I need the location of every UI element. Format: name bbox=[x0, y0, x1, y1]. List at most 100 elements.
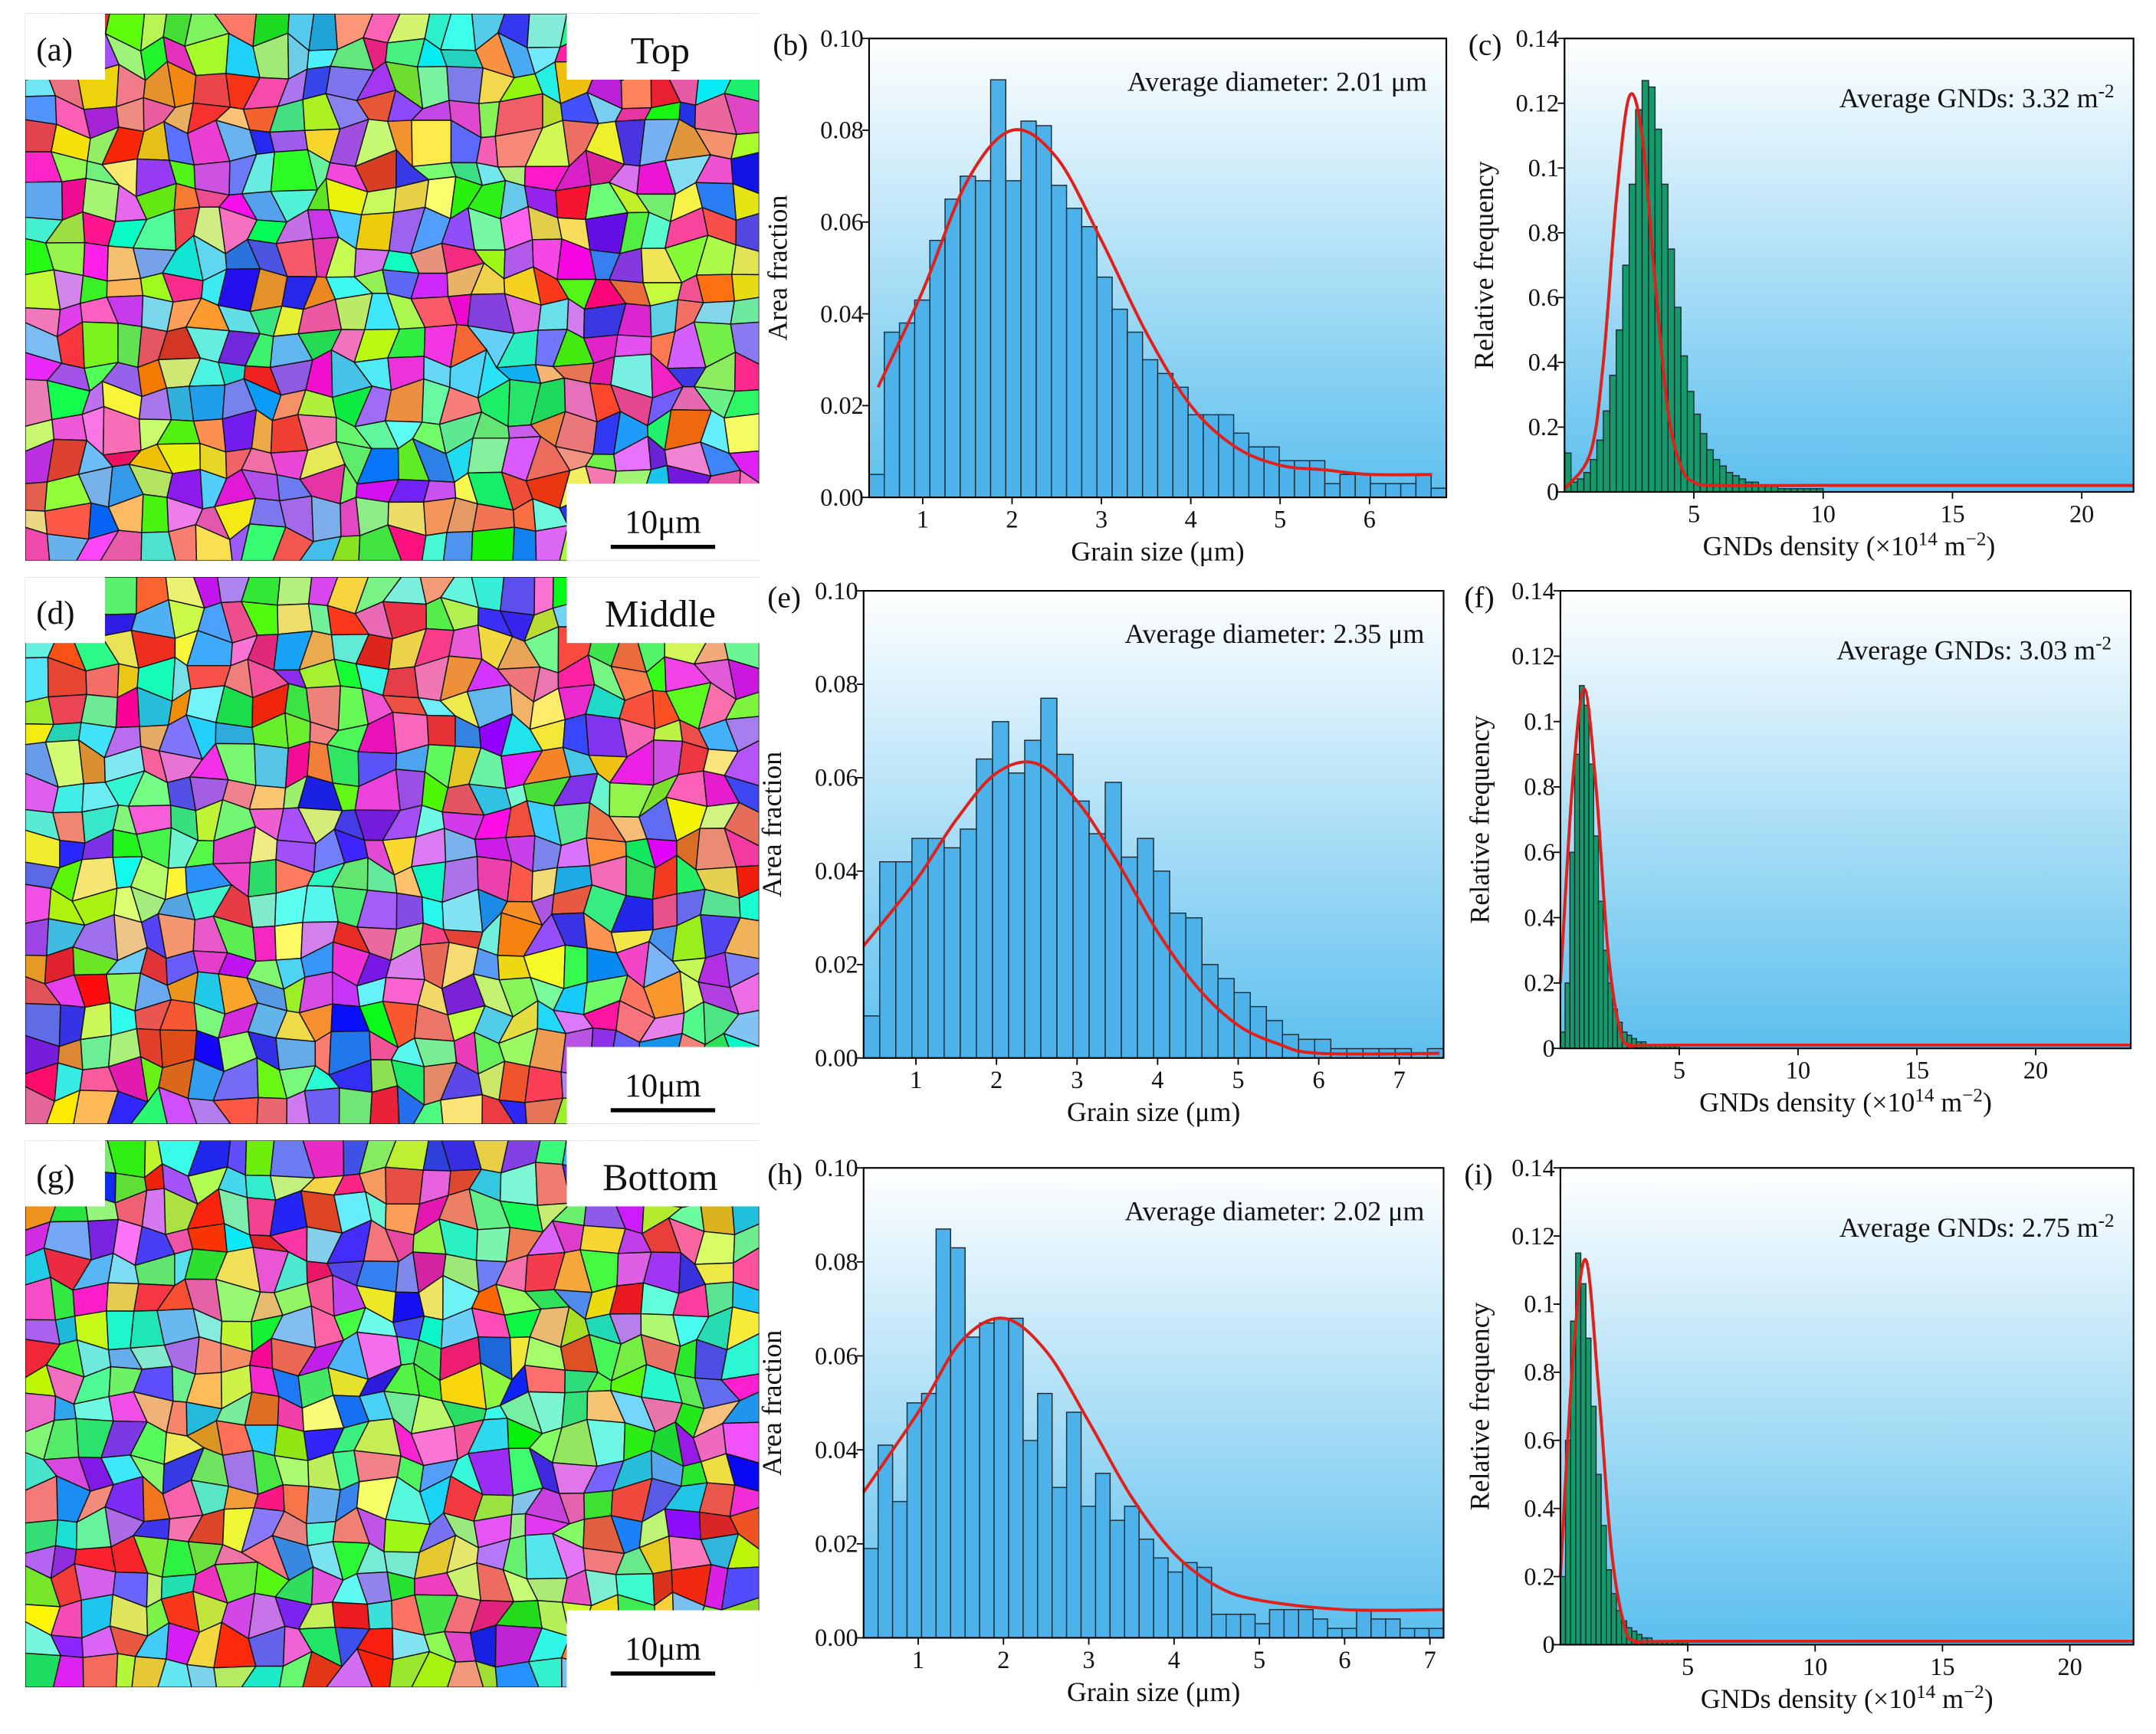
histogram-bar bbox=[879, 860, 897, 1059]
grain bbox=[308, 13, 339, 51]
histogram-bar bbox=[898, 322, 916, 498]
histogram-bar bbox=[1428, 1627, 1445, 1639]
grain bbox=[729, 1506, 760, 1550]
grain bbox=[733, 1223, 760, 1264]
grain bbox=[158, 1086, 198, 1124]
y-tick-label: 0.02 bbox=[815, 951, 858, 978]
annotation-part: -2 bbox=[2099, 80, 2115, 101]
y-tick-label: 0.14 bbox=[1511, 577, 1554, 605]
panel-label: (c) bbox=[1469, 28, 1502, 62]
grain bbox=[25, 883, 52, 924]
histogram-bar bbox=[1124, 1506, 1140, 1639]
histogram-bar bbox=[1088, 833, 1106, 1059]
y-tick-label: 0 bbox=[1543, 1631, 1555, 1658]
y-tick-label: 0.4 bbox=[1524, 903, 1554, 931]
x-axis-label-part: −2 bbox=[1962, 1085, 1983, 1106]
x-axis-label-part: ) bbox=[1983, 1087, 1992, 1118]
y-axis-label: Area fraction bbox=[762, 195, 793, 341]
grain bbox=[524, 1065, 564, 1103]
grain bbox=[730, 132, 760, 160]
histogram-bar bbox=[1232, 432, 1250, 498]
x-axis-label-part: m bbox=[1938, 530, 1966, 561]
histogram-bar bbox=[1201, 964, 1219, 1059]
grain bbox=[509, 1513, 527, 1540]
y-tick-label: 0.04 bbox=[820, 300, 863, 327]
histogram-bar bbox=[920, 1392, 937, 1639]
histogram-bar bbox=[974, 180, 992, 498]
grain bbox=[724, 92, 760, 136]
histogram-bar bbox=[1583, 471, 1591, 493]
histogram-bar bbox=[1024, 739, 1042, 1059]
histogram-bar bbox=[1590, 458, 1598, 493]
y-tick-label: 0.1 bbox=[1524, 707, 1554, 735]
label-box bbox=[25, 1140, 105, 1207]
histogram-bar bbox=[1569, 851, 1576, 1049]
y-axis-label: Area fraction bbox=[756, 752, 787, 897]
histogram-bar bbox=[1370, 483, 1386, 498]
histogram-bar bbox=[1400, 483, 1417, 498]
x-axis-label-part: Grain size (μm) bbox=[1067, 1677, 1240, 1707]
x-tick-label: 2 bbox=[997, 1646, 1009, 1673]
fit-curve bbox=[1563, 92, 2134, 490]
histogram-bar bbox=[1413, 1627, 1430, 1639]
x-tick-label: 4 bbox=[1185, 506, 1197, 533]
y-tick-label: 0.04 bbox=[815, 857, 858, 885]
x-axis-label: Grain size (μm) bbox=[1067, 1677, 1240, 1707]
y-tick-label: 0.06 bbox=[815, 1342, 858, 1369]
grain bbox=[76, 529, 120, 561]
x-tick-label: 2 bbox=[1006, 506, 1018, 533]
grain bbox=[356, 1647, 394, 1688]
grain bbox=[102, 577, 138, 615]
grain bbox=[366, 1600, 393, 1630]
histogram-bar bbox=[1588, 763, 1595, 1049]
grain bbox=[25, 1652, 62, 1688]
grain bbox=[498, 1060, 530, 1103]
histogram-bar bbox=[1430, 487, 1447, 498]
grain bbox=[720, 1566, 760, 1611]
panel-label: (b) bbox=[773, 28, 808, 62]
grain bbox=[272, 526, 314, 561]
histogram-bar bbox=[1385, 1618, 1401, 1639]
y-tick-label: 0.00 bbox=[820, 483, 863, 511]
fit-curve bbox=[1558, 1257, 2134, 1644]
x-axis-label-part: m bbox=[1934, 1087, 1962, 1118]
grain bbox=[186, 1223, 228, 1253]
grain bbox=[527, 1657, 563, 1688]
histogram-bar bbox=[1153, 870, 1170, 1059]
grain bbox=[310, 495, 342, 542]
grain bbox=[195, 523, 233, 561]
grain bbox=[664, 1508, 702, 1541]
grain bbox=[302, 1650, 343, 1688]
histogram-bar bbox=[1574, 753, 1580, 1049]
grain bbox=[729, 972, 760, 1015]
grain bbox=[730, 321, 760, 365]
grain bbox=[724, 952, 760, 988]
y-axis-label: Relative frequency bbox=[1469, 161, 1499, 369]
grain bbox=[583, 1490, 614, 1520]
fit-curve bbox=[1558, 687, 2131, 1048]
grain bbox=[446, 65, 484, 104]
grain bbox=[412, 1099, 444, 1124]
x-tick-label: 4 bbox=[1151, 1066, 1163, 1093]
y-tick-label: 0.2 bbox=[1524, 1562, 1554, 1590]
annotation: Average diameter: 2.02 μm bbox=[1124, 1195, 1424, 1226]
grain bbox=[51, 413, 88, 441]
histogram-bar bbox=[1583, 704, 1590, 1049]
histogram-bar bbox=[1712, 458, 1721, 493]
grain-mosaic bbox=[25, 13, 760, 561]
grain bbox=[735, 212, 760, 252]
region-box bbox=[566, 577, 760, 644]
x-tick-label: 5 bbox=[1232, 1066, 1244, 1093]
plot-frame bbox=[862, 1167, 1445, 1639]
histogram-bar bbox=[1580, 1283, 1587, 1646]
histogram-bar bbox=[1603, 410, 1611, 493]
plot-background bbox=[1560, 591, 2131, 1049]
histogram-bar bbox=[868, 474, 885, 498]
annotation-part: Average diameter: 2.02 μm bbox=[1124, 1195, 1424, 1226]
annotation-part: -2 bbox=[2095, 633, 2112, 654]
plot-frame bbox=[1559, 1167, 2135, 1646]
annotation: Average diameter: 2.35 μm bbox=[1124, 618, 1424, 649]
y-tick-label: 0.1 bbox=[1528, 154, 1559, 182]
grain bbox=[724, 916, 760, 959]
